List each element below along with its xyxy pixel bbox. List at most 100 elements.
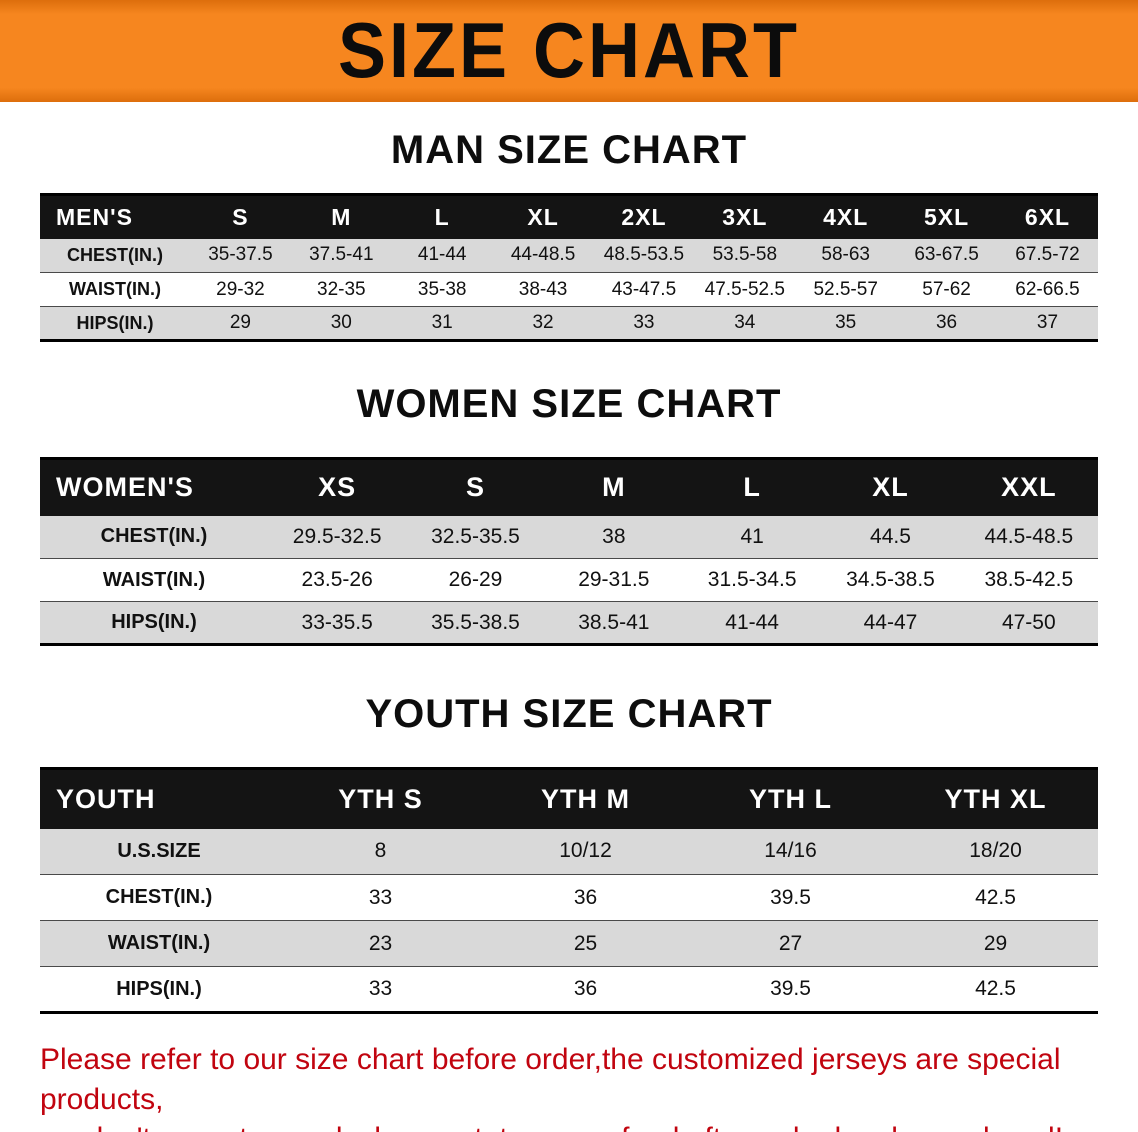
- order-policy-line-1: Please refer to our size chart before or…: [40, 1043, 1061, 1116]
- size-column-header: L: [682, 458, 822, 516]
- size-value-cell: 29-31.5: [544, 558, 683, 602]
- size-value-cell: 33: [278, 874, 483, 921]
- row-label: CHEST(IN.): [40, 515, 268, 559]
- size-column-header: 2XL: [593, 194, 695, 239]
- size-value-cell: 33: [278, 966, 483, 1013]
- size-column-header: 6XL: [997, 194, 1098, 239]
- table-row: HIPS(IN.) 33 36 39.5 42.5: [40, 966, 1098, 1013]
- order-policy-note: Please refer to our size chart before or…: [40, 1040, 1100, 1132]
- size-value-cell: 18/20: [893, 828, 1098, 875]
- size-column-header: M: [544, 458, 683, 516]
- table-row: WAIST(IN.) 23 25 27 29: [40, 920, 1098, 967]
- size-value-cell: 25: [483, 920, 688, 967]
- size-value-cell: 27: [688, 920, 893, 967]
- size-value-cell: 33: [593, 306, 695, 341]
- size-value-cell: 31: [391, 306, 493, 341]
- size-column-header: XL: [821, 458, 960, 516]
- women-size-table: WOMEN'S XS S M L XL XXL CHEST(IN.) 29.5-32.5 32.5…: [40, 457, 1098, 646]
- size-value-cell: 36: [896, 306, 997, 341]
- size-value-cell: 29: [190, 306, 291, 341]
- size-value-cell: 38.5-42.5: [959, 558, 1098, 602]
- size-value-cell: 32.5-35.5: [406, 515, 545, 559]
- table-row: WAIST(IN.) 23.5-26 26-29 29-31.5 31.5-34.5 34…: [40, 558, 1098, 602]
- table-row: HIPS(IN.) 29 30 31 32 33 34 35 36 37: [40, 306, 1098, 341]
- youth-section-title: YOUTH SIZE CHART: [365, 692, 773, 736]
- table-row: CHEST(IN.) 29.5-32.5 32.5-35.5 38 41 44.5 44.5…: [40, 515, 1098, 559]
- row-label: WAIST(IN.): [40, 272, 190, 307]
- table-row: U.S.SIZE 8 10/12 14/16 18/20: [40, 828, 1098, 875]
- size-value-cell: 42.5: [893, 966, 1098, 1013]
- size-column-header: 4XL: [795, 194, 897, 239]
- size-value-cell: 48.5-53.5: [593, 238, 695, 273]
- man-size-chart-section: MAN SIZE CHART MEN'S S M L XL 2XL 3XL 4XL 5XL 6XL…: [0, 102, 1138, 342]
- table-header-row: WOMEN'S XS S M L XL XXL: [40, 458, 1098, 516]
- size-column-header: XS: [268, 458, 407, 516]
- man-section-title: MAN SIZE CHART: [390, 128, 748, 172]
- size-value-cell: 37.5-41: [290, 238, 392, 273]
- size-column-header: S: [190, 194, 291, 239]
- row-label: HIPS(IN.): [40, 306, 190, 341]
- row-label: HIPS(IN.): [40, 601, 268, 645]
- size-value-cell: 35: [795, 306, 897, 341]
- youth-size-chart-section: YOUTH SIZE CHART YOUTH YTH S YTH M YTH L YTH…: [0, 646, 1138, 1014]
- size-value-cell: 23.5-26: [268, 558, 407, 602]
- size-value-cell: 31.5-34.5: [682, 558, 822, 602]
- size-value-cell: 44-48.5: [492, 238, 594, 273]
- size-value-cell: 35-38: [391, 272, 493, 307]
- row-label: U.S.SIZE: [40, 828, 278, 875]
- table-header-row: YOUTH YTH S YTH M YTH L YTH XL: [40, 768, 1098, 829]
- size-value-cell: 41-44: [391, 238, 493, 273]
- banner-title: SIZE CHART: [338, 7, 800, 95]
- size-column-header: YTH XL: [893, 768, 1098, 829]
- size-value-cell: 44.5-48.5: [959, 515, 1098, 559]
- size-value-cell: 34.5-38.5: [821, 558, 960, 602]
- table-row: WAIST(IN.) 29-32 32-35 35-38 38-43 43-47.5 47.…: [40, 272, 1098, 307]
- size-value-cell: 10/12: [483, 828, 688, 875]
- women-section-title: WOMEN SIZE CHART: [356, 382, 782, 426]
- row-label: HIPS(IN.): [40, 966, 278, 1013]
- size-value-cell: 29.5-32.5: [268, 515, 407, 559]
- size-value-cell: 29-32: [190, 272, 291, 307]
- size-value-cell: 14/16: [688, 828, 893, 875]
- size-value-cell: 29: [893, 920, 1098, 967]
- row-label: CHEST(IN.): [40, 874, 278, 921]
- size-value-cell: 32-35: [290, 272, 392, 307]
- size-value-cell: 39.5: [688, 966, 893, 1013]
- size-value-cell: 38-43: [492, 272, 594, 307]
- size-value-cell: 38.5-41: [544, 601, 683, 645]
- size-value-cell: 47.5-52.5: [694, 272, 796, 307]
- size-value-cell: 47-50: [959, 601, 1098, 645]
- size-value-cell: 38: [544, 515, 683, 559]
- size-column-header: XL: [492, 194, 594, 239]
- banner: SIZE CHART: [0, 0, 1138, 102]
- men-size-table: MEN'S S M L XL 2XL 3XL 4XL 5XL 6XL CHEST(IN.) 35-37…: [40, 193, 1098, 342]
- size-value-cell: 67.5-72: [997, 238, 1098, 273]
- size-value-cell: 35-37.5: [190, 238, 291, 273]
- size-value-cell: 41: [682, 515, 822, 559]
- row-label: CHEST(IN.): [40, 238, 190, 273]
- size-value-cell: 43-47.5: [593, 272, 695, 307]
- size-value-cell: 36: [483, 874, 688, 921]
- table-row: HIPS(IN.) 33-35.5 35.5-38.5 38.5-41 41-44 44-…: [40, 601, 1098, 645]
- women-size-chart-section: WOMEN SIZE CHART WOMEN'S XS S M L XL XXL CHEST(…: [0, 342, 1138, 646]
- size-value-cell: 44-47: [821, 601, 960, 645]
- size-column-header: L: [391, 194, 493, 239]
- size-value-cell: 57-62: [896, 272, 997, 307]
- size-value-cell: 62-66.5: [997, 272, 1098, 307]
- table-header-label: YOUTH: [40, 768, 278, 829]
- size-column-header: XXL: [959, 458, 1098, 516]
- size-value-cell: 35.5-38.5: [406, 601, 545, 645]
- order-policy-line-2: we don't accept cancel, change, teturn o…: [40, 1119, 1100, 1132]
- size-column-header: 5XL: [896, 194, 997, 239]
- size-value-cell: 32: [492, 306, 594, 341]
- size-value-cell: 33-35.5: [268, 601, 407, 645]
- size-value-cell: 58-63: [795, 238, 897, 273]
- table-header-label: MEN'S: [40, 194, 190, 239]
- size-value-cell: 37: [997, 306, 1098, 341]
- size-value-cell: 44.5: [821, 515, 960, 559]
- size-column-header: M: [290, 194, 392, 239]
- size-value-cell: 53.5-58: [694, 238, 796, 273]
- size-value-cell: 41-44: [682, 601, 822, 645]
- size-value-cell: 26-29: [406, 558, 545, 602]
- size-column-header: 3XL: [694, 194, 796, 239]
